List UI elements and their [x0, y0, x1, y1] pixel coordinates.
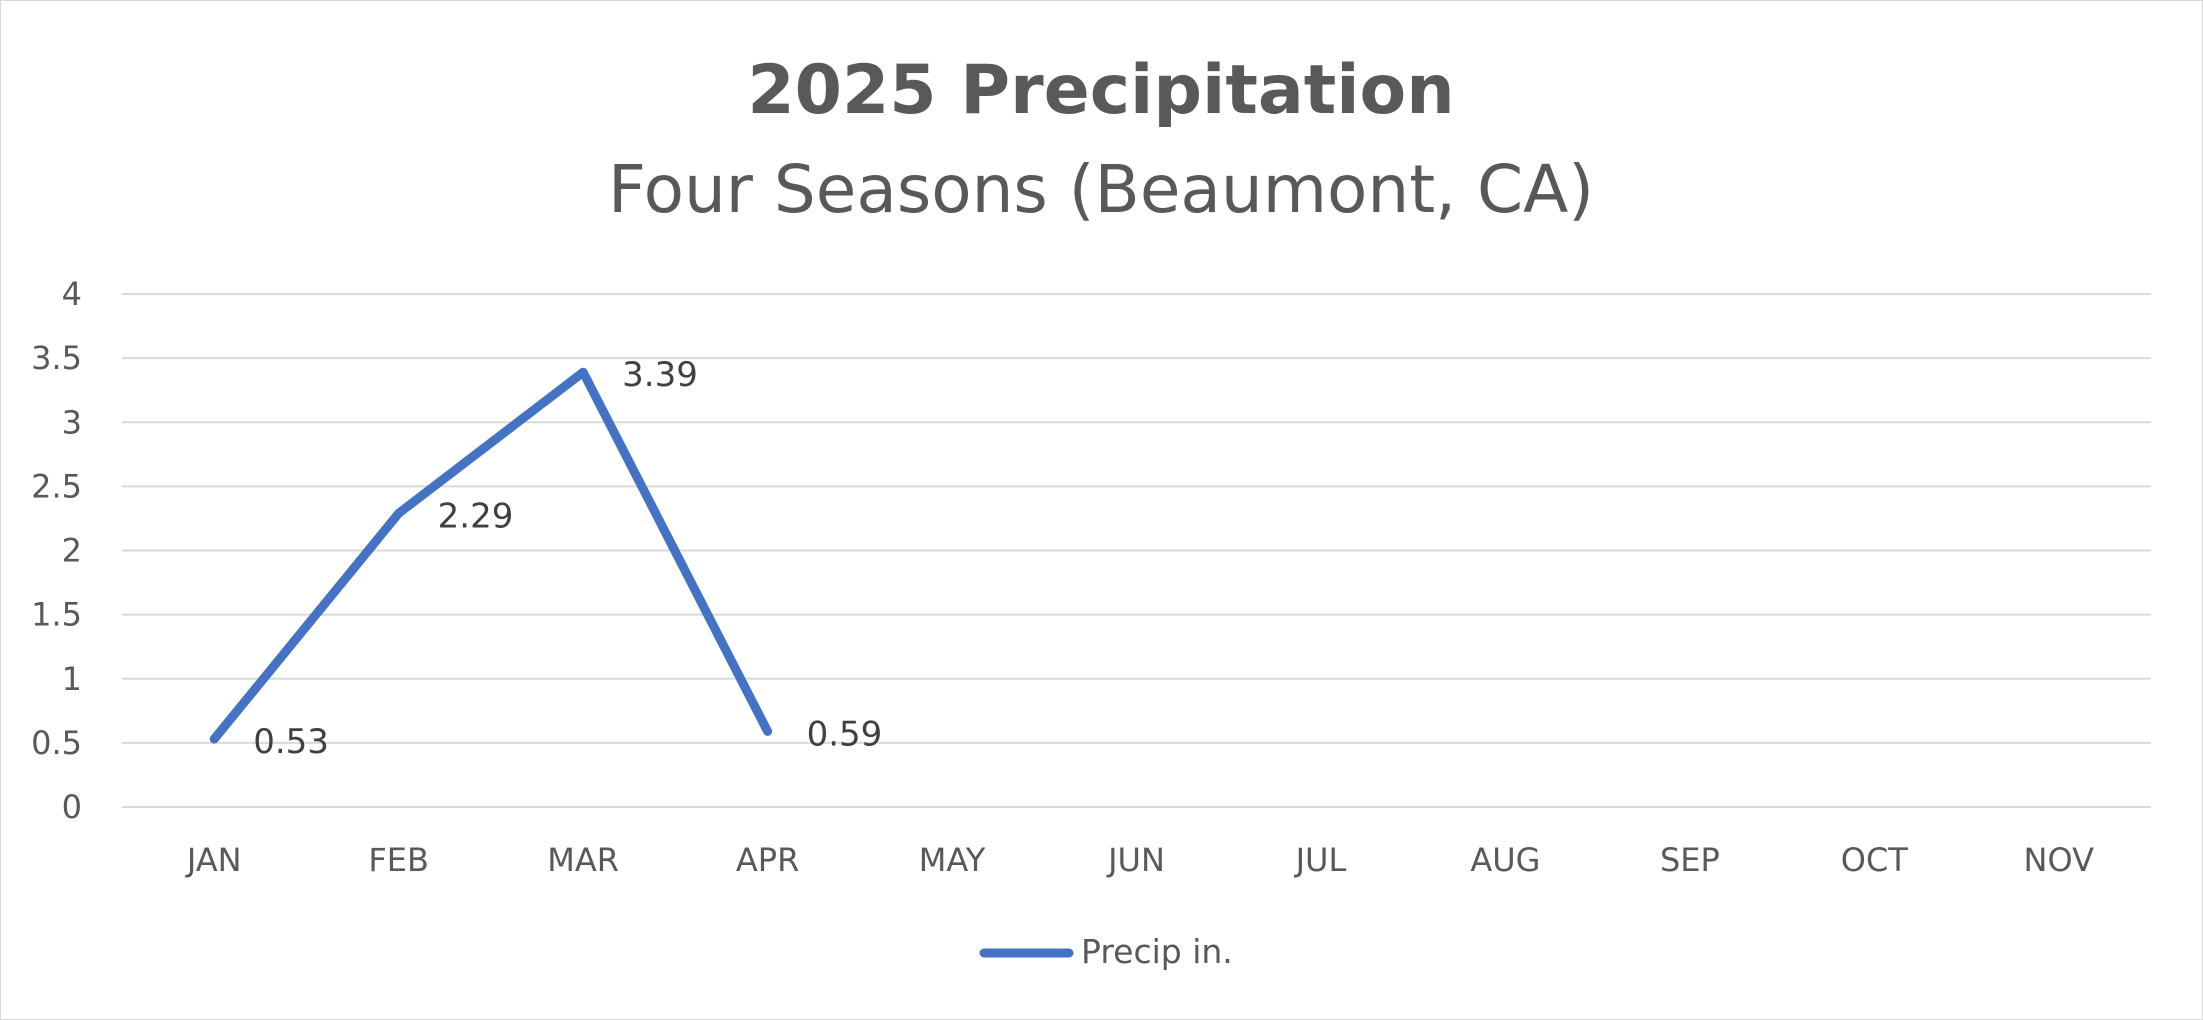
data-labels: 0.53 2.29 3.39 0.59	[253, 355, 882, 762]
x-tick-label: JAN	[185, 841, 242, 879]
x-tick-label: MAY	[919, 841, 986, 879]
x-tick-label: NOV	[2024, 841, 2095, 879]
chart-subtitle: Four Seasons (Beaumont, CA)	[608, 151, 1594, 228]
y-tick-label: 1	[62, 660, 82, 698]
data-label: 3.39	[622, 355, 698, 395]
chart-title: 2025 Precipitation	[747, 51, 1454, 130]
data-label: 0.53	[253, 722, 329, 762]
y-tick-label: 1.5	[31, 596, 82, 634]
y-tick-label: 4	[62, 275, 82, 313]
y-tick-label: 0	[62, 788, 82, 826]
data-label: 2.29	[438, 496, 514, 536]
gridlines	[122, 293, 2151, 808]
x-tick-label: JUN	[1106, 841, 1165, 879]
y-tick-label: 3.5	[31, 339, 82, 377]
x-tick-label: FEB	[368, 841, 429, 879]
series-precip	[209, 367, 773, 744]
x-tick-label: OCT	[1841, 841, 1909, 879]
y-tick-label: 3	[62, 403, 82, 441]
data-point	[766, 730, 769, 733]
y-axis-tick-labels: 0 0.5 1 1.5 2 2.5 3 3.5 4	[31, 275, 82, 826]
x-axis-tick-labels: JAN FEB MAR APR MAY JUN JUL AUG SEP OCT NOV	[185, 841, 2094, 879]
data-point	[582, 371, 585, 374]
x-tick-label: AUG	[1470, 841, 1540, 879]
y-tick-label: 2.5	[31, 467, 82, 505]
y-tick-label: 0.5	[31, 724, 82, 762]
x-tick-label: SEP	[1660, 841, 1720, 879]
data-point	[213, 738, 216, 741]
x-tick-label: JUL	[1294, 841, 1347, 879]
x-tick-label: APR	[736, 841, 799, 879]
data-label: 0.59	[807, 714, 883, 754]
legend-label: Precip in.	[1081, 932, 1233, 971]
x-tick-label: MAR	[547, 841, 619, 879]
legend: Precip in.	[979, 932, 1233, 971]
series-line	[209, 367, 773, 744]
y-tick-label: 2	[62, 532, 82, 570]
data-point	[397, 512, 400, 515]
